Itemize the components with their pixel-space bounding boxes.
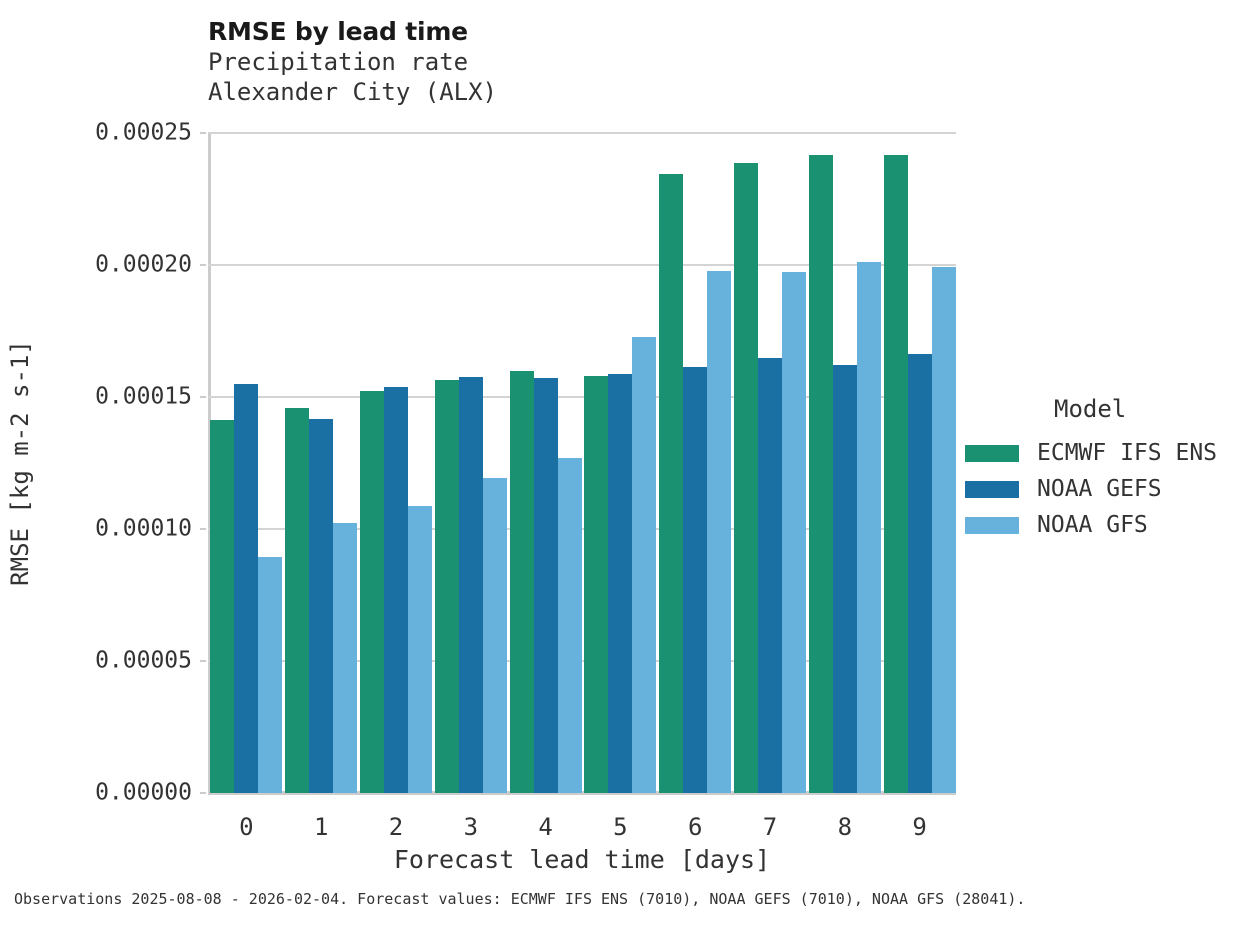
bar[interactable]: [333, 523, 358, 793]
bar[interactable]: [509, 371, 534, 793]
bar[interactable]: [707, 271, 732, 793]
bar[interactable]: [808, 155, 833, 793]
x-tick-label: 7: [762, 813, 778, 841]
x-tick-label: 1: [313, 813, 329, 841]
bar-group: 9: [883, 133, 956, 839]
bar[interactable]: [832, 365, 857, 793]
legend-item[interactable]: NOAA GEFS: [965, 471, 1245, 507]
gridline: [208, 264, 956, 266]
gridline: [208, 528, 956, 530]
bar-group: 0: [210, 133, 283, 839]
bar-group: 5: [584, 133, 657, 839]
y-tick-label: 0.00015: [95, 383, 192, 410]
y-tick-label: 0.00005: [95, 647, 192, 674]
legend-items: ECMWF IFS ENS NOAA GEFS NOAA GFS: [965, 435, 1245, 543]
bar-group: 4: [509, 133, 582, 839]
x-axis-title: Forecast lead time [days]: [393, 845, 771, 874]
bar[interactable]: [360, 391, 384, 793]
y-tick-mark: [200, 660, 206, 662]
legend-label: NOAA GFS: [1037, 511, 1148, 538]
legend-item[interactable]: NOAA GFS: [965, 507, 1245, 543]
legend-swatch: [965, 480, 1019, 498]
x-tick-label: 4: [538, 813, 553, 841]
y-tick-label: 0.00020: [95, 251, 192, 278]
legend-label: NOAA GEFS: [1037, 475, 1162, 502]
x-tick-label: 2: [388, 813, 404, 841]
x-tick-label: 5: [613, 813, 628, 841]
gridline: [208, 132, 956, 134]
x-tick-label: 6: [687, 813, 703, 841]
y-tick-mark: [200, 792, 206, 794]
bar[interactable]: [856, 261, 881, 793]
bar-group: 6: [659, 133, 732, 839]
x-tick-label: 0: [239, 813, 254, 841]
bar[interactable]: [258, 556, 283, 793]
y-axis-spine: [208, 133, 211, 795]
footer-note: Observations 2025-08-08 - 2026-02-04. Fo…: [14, 890, 1026, 908]
legend-item[interactable]: ECMWF IFS ENS: [965, 435, 1245, 471]
y-tick-label: 0.00010: [95, 515, 192, 542]
bar[interactable]: [285, 407, 310, 793]
y-tick-mark: [200, 132, 206, 134]
bar[interactable]: [434, 379, 459, 793]
legend-label: ECMWF IFS ENS: [1037, 439, 1218, 466]
y-tick-label: 0.00025: [95, 119, 192, 146]
bar[interactable]: [608, 373, 633, 793]
bar-group: 2: [360, 133, 432, 839]
x-tick-label: 8: [837, 813, 853, 841]
bar[interactable]: [533, 377, 558, 793]
y-axis-title: RMSE [kg m-2 s-1]: [0, 133, 40, 793]
bar-group: 3: [434, 133, 507, 839]
x-tick-label: 3: [463, 813, 479, 841]
y-tick-mark: [200, 264, 206, 266]
legend-swatch: [965, 444, 1019, 462]
bar[interactable]: [234, 384, 259, 793]
bar-group: 1: [285, 133, 358, 839]
bar[interactable]: [758, 358, 782, 793]
bar[interactable]: [408, 506, 432, 793]
bar[interactable]: [907, 353, 932, 793]
subtitle-location: Alexander City (ALX): [208, 78, 497, 106]
bar[interactable]: [734, 162, 758, 793]
bar[interactable]: [210, 420, 235, 793]
gridline: [208, 396, 956, 398]
legend: Model ECMWF IFS ENS NOAA GEFS NOAA GFS: [965, 395, 1245, 543]
page-title: RMSE by lead time: [208, 17, 468, 46]
gridline: [208, 660, 956, 662]
bar-group: 7: [734, 133, 806, 839]
bar[interactable]: [659, 173, 684, 793]
bar[interactable]: [482, 478, 507, 793]
x-tick-label: 9: [912, 813, 927, 841]
bar[interactable]: [458, 377, 483, 793]
subtitle-variable: Precipitation rate: [208, 48, 469, 76]
bar[interactable]: [683, 366, 708, 793]
legend-title: Model: [1054, 395, 1127, 423]
bar[interactable]: [883, 154, 908, 793]
title-block: RMSE by lead time Precipitation rate Ale…: [208, 16, 908, 107]
bar[interactable]: [782, 271, 806, 793]
y-axis-title-text: RMSE [kg m-2 s-1]: [6, 340, 35, 586]
bar[interactable]: [931, 266, 956, 793]
legend-swatch: [965, 516, 1019, 534]
bar[interactable]: [557, 458, 582, 793]
bar-group: 8: [808, 133, 881, 839]
y-tick-mark: [200, 396, 206, 398]
y-tick-label: 0.00000: [95, 779, 192, 806]
plot-area: 0.00000 0.00005 0.00010 0.00015 0.00020 0.000…: [95, 121, 956, 839]
bar[interactable]: [584, 375, 609, 793]
y-tick-mark: [200, 528, 206, 530]
bar[interactable]: [309, 418, 334, 793]
bar[interactable]: [632, 337, 657, 793]
bar[interactable]: [384, 386, 408, 793]
x-axis-spine: [208, 791, 956, 795]
